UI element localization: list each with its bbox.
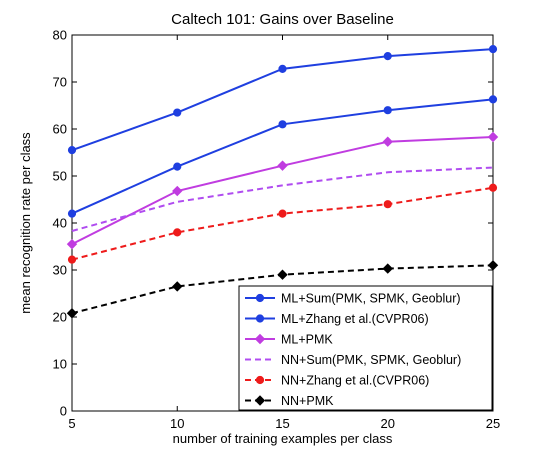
legend-label: ML+Zhang et al.(CVPR06) xyxy=(281,312,429,326)
legend-item: ML+Zhang et al.(CVPR06) xyxy=(245,312,429,326)
data-point xyxy=(488,45,498,54)
legend-box xyxy=(238,285,493,411)
data-point xyxy=(66,238,78,250)
y-tick-label: 50 xyxy=(53,169,67,184)
y-tick-label: 30 xyxy=(53,263,67,278)
data-point xyxy=(278,120,287,129)
data-point xyxy=(173,162,182,171)
y-tick-label: 20 xyxy=(53,310,67,325)
legend-label: NN+PMK xyxy=(281,394,334,408)
x-tick-label: 25 xyxy=(486,416,500,431)
series-4 xyxy=(71,166,494,232)
legend-item: NN+PMK xyxy=(245,394,334,408)
series-layer xyxy=(66,45,499,319)
y-tick-label: 0 xyxy=(60,404,67,419)
series-line xyxy=(71,166,494,232)
legend-marker xyxy=(254,333,266,345)
data-point xyxy=(173,228,182,237)
data-point xyxy=(67,209,77,218)
x-tick-label: 5 xyxy=(68,416,75,431)
legend-item: NN+Sum(PMK, SPMK, Geoblur) xyxy=(245,353,461,367)
legend-item: ML+PMK xyxy=(245,333,333,347)
y-tick-label: 60 xyxy=(53,122,67,137)
series-5 xyxy=(67,183,498,264)
legend-label: ML+PMK xyxy=(281,333,333,347)
series-6 xyxy=(66,260,499,319)
legend-item: NN+Zhang et al.(CVPR06) xyxy=(245,374,429,388)
data-point xyxy=(383,52,392,61)
data-point xyxy=(67,146,77,155)
x-tick-label: 20 xyxy=(381,416,395,431)
y-tick-label: 70 xyxy=(53,75,67,90)
y-tick-label: 10 xyxy=(53,357,67,372)
legend: ML+Sum(PMK, SPMK, Geoblur) ML+Zhang et al… xyxy=(238,285,493,411)
y-axis-label: mean recognition rate per class xyxy=(18,132,33,314)
chart-title: Caltech 101: Gains over Baseline xyxy=(171,11,394,28)
data-point xyxy=(67,255,77,264)
data-point xyxy=(487,260,499,271)
data-point xyxy=(383,106,392,115)
series-3 xyxy=(66,131,499,250)
data-point xyxy=(488,183,498,192)
legend-marker xyxy=(255,314,265,323)
data-point xyxy=(383,200,392,209)
data-point xyxy=(172,185,183,197)
data-point xyxy=(382,136,393,147)
data-point xyxy=(488,95,498,104)
y-tick-label: 80 xyxy=(53,28,67,43)
legend-marker xyxy=(254,395,266,406)
x-tick-label: 10 xyxy=(170,416,184,431)
legend-label: ML+Sum(PMK, SPMK, Geoblur) xyxy=(281,292,461,306)
axis-ticks: 5 10 15 20 25 0 10 20 30 40 50 60 70 80 xyxy=(53,28,501,432)
data-point xyxy=(173,108,182,117)
data-point xyxy=(278,209,287,218)
legend-label: NN+Zhang et al.(CVPR06) xyxy=(281,374,429,388)
x-tick-label: 15 xyxy=(275,416,289,431)
data-point xyxy=(278,64,287,73)
data-point xyxy=(277,160,288,171)
legend-marker xyxy=(255,293,265,303)
data-point xyxy=(172,281,183,292)
legend-marker xyxy=(255,375,265,385)
data-point xyxy=(487,131,499,143)
legend-item: ML+Sum(PMK, SPMK, Geoblur) xyxy=(245,292,461,306)
series-1 xyxy=(67,45,498,155)
legend-label: NN+Sum(PMK, SPMK, Geoblur) xyxy=(281,353,461,367)
series-2 xyxy=(67,95,498,218)
y-tick-label: 40 xyxy=(53,216,67,231)
x-axis-label: number of training examples per class xyxy=(173,431,393,446)
data-point xyxy=(277,269,288,280)
data-point xyxy=(66,308,78,319)
data-point xyxy=(382,263,393,274)
